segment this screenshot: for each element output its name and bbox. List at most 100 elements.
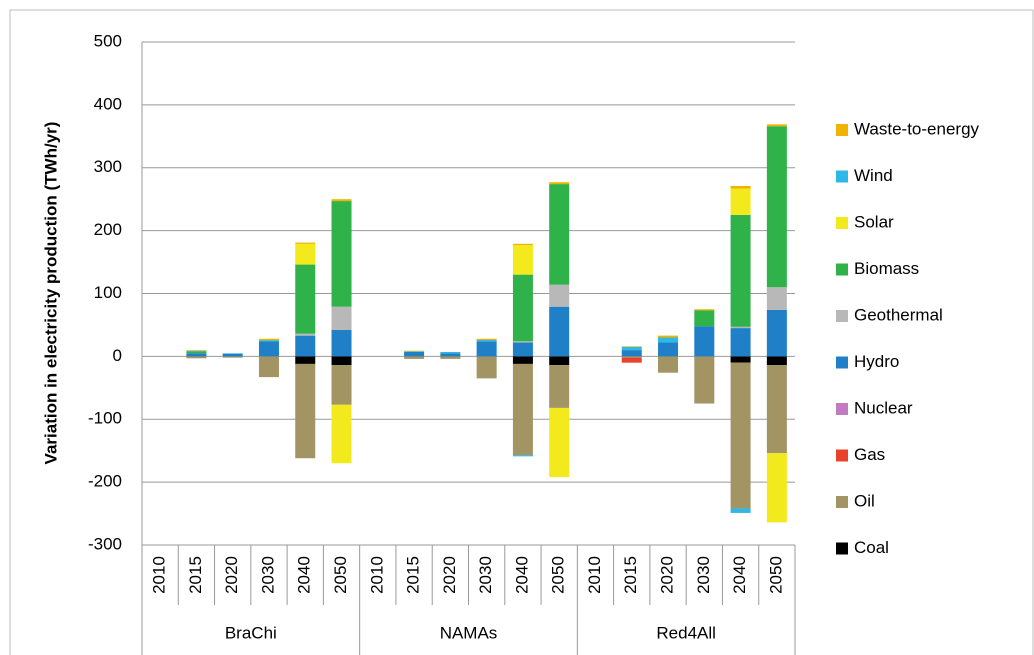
bar-segment [694,356,715,404]
y-tick-label: -300 [88,534,122,553]
bar-segment [331,404,352,464]
bar-segment [186,351,207,354]
bar-segment [549,356,570,366]
x-tick-label: 2030 [694,556,713,594]
legend-label: Biomass [854,259,919,278]
bar-segment [766,126,787,288]
bar-segment [404,356,425,359]
bar-segment [658,337,679,343]
legend-swatch [836,217,848,229]
bar-segment [549,184,570,285]
bar-segment [694,326,715,357]
legend-label: Coal [854,538,889,557]
legend-label: Oil [854,491,875,510]
legend-swatch [836,124,848,136]
bar-segment [730,214,751,327]
y-tick-label: 100 [94,283,122,302]
bar-segment [512,356,533,364]
group-label: BraChi [225,623,277,642]
group-label: Red4All [656,623,716,642]
bar-segment [404,351,425,352]
bar-segment [694,309,715,311]
bar-segment [476,356,497,379]
x-tick-label: 2050 [766,556,785,594]
bar-segment [476,340,497,342]
y-axis-title: Variation in electricity production (TWh… [41,122,60,465]
y-tick-label: 0 [113,346,122,365]
x-tick-label: 2040 [730,556,749,594]
bar-segment [186,356,207,359]
bar-segment [766,309,787,357]
bar-segment [549,306,570,357]
legend-swatch [836,310,848,322]
bar-segment [331,306,352,330]
bar-segment [512,341,533,343]
legend-swatch [836,170,848,183]
x-tick-label: 2050 [549,556,568,594]
legend-swatch [836,403,848,415]
bar-segment [766,287,787,310]
bar-segment [295,363,316,459]
bar-segment [730,185,751,189]
bar-segment [295,242,316,244]
bar-segment [549,365,570,408]
group-label: NAMAs [440,623,498,642]
bar-segment [222,353,243,354]
bar-segment [295,335,316,357]
bar-segment [549,407,570,478]
bar-segment [658,356,679,373]
bar-segment [730,508,751,513]
bar-segment [331,329,352,357]
bar-segment [440,353,461,357]
y-tick-label: 300 [94,157,122,176]
bar-segment [621,356,642,358]
bar-segment [404,350,425,352]
bar-segment [621,350,642,357]
bar-segment [766,356,787,366]
bar-segment [222,356,243,358]
x-tick-label: 2010 [585,556,604,594]
bar-segment [658,335,679,338]
bar-segment [331,356,352,366]
legend-swatch [836,449,848,462]
bar-segment [222,353,243,357]
bar-segment [512,243,533,246]
x-tick-label: 2050 [331,556,350,594]
bar-segment [766,124,787,127]
legend-label: Hydro [854,352,899,371]
y-tick-label: 200 [94,220,122,239]
bar-segment [694,310,715,327]
bar-segment [512,455,533,457]
x-tick-label: 2010 [367,556,386,594]
legend-label: Geothermal [854,305,943,324]
bar-segment [440,356,461,359]
bar-segment [258,338,279,341]
bar-segment [730,188,751,215]
legend-swatch [836,542,848,555]
legend-label: Waste-to-energy [854,119,980,138]
x-tick-label: 2020 [440,556,459,594]
bar-segment [186,350,207,351]
bar-segment [621,346,642,347]
bar-segment [766,453,787,523]
legend-label: Gas [854,445,885,464]
y-tick-label: -200 [88,472,122,491]
bar-segment [549,284,570,307]
bar-segment [331,199,352,202]
bar-segment [440,351,461,354]
legend-swatch [836,356,848,369]
bar-segment [295,243,316,265]
x-tick-label: 2015 [621,556,640,594]
bar-segment [512,342,533,357]
chart-frame [9,9,1034,655]
bar-segment [766,365,787,454]
bar-segment [621,346,642,351]
bar-segment [258,341,279,357]
bar-segment [476,341,497,357]
legend-label: Solar [854,212,894,231]
bar-segment [621,357,642,363]
legend-label: Nuclear [854,398,913,417]
bar-segment [186,353,207,357]
bar-segment [186,350,207,352]
